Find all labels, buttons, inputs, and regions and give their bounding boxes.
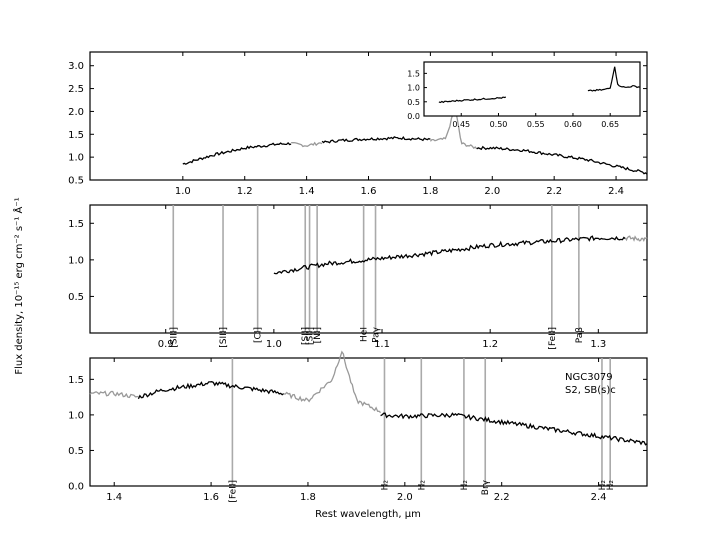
inset-y-tick-label: 1.5: [407, 69, 420, 78]
spectrum-series: [273, 235, 626, 275]
y-tick-label: 0.0: [68, 482, 84, 493]
emission-line-label: [NI]: [313, 327, 323, 343]
inset-plot: 0.45 0.50 0.55 0.60 0.65 0.0 0.5 1.0 1.5: [407, 61, 641, 129]
emission-line-label: [FeII]: [548, 327, 558, 350]
spectrum-series: [624, 235, 648, 243]
y-tick-label: 1.5: [68, 375, 84, 386]
x-tick-label: 1.0: [266, 339, 282, 350]
x-axis-label: Rest wavelength, μm: [315, 509, 421, 520]
x-tick-label: 2.4: [591, 492, 607, 503]
spectrum-series: [291, 141, 323, 148]
x-tick-label: 1.4: [106, 492, 122, 503]
emission-line-label: H₂: [598, 480, 608, 491]
spectrum-series: [137, 381, 285, 400]
y-tick-label: 2.5: [68, 84, 84, 95]
x-tick-label: 1.6: [203, 492, 219, 503]
x-tick-label: 1.3: [590, 339, 606, 350]
emission-line-label: [SIII]: [219, 327, 229, 348]
emission-line-label: Brγ: [481, 479, 491, 495]
plot-frame: [89, 204, 648, 334]
plot-frame: [89, 357, 648, 487]
y-tick-label: 0.5: [68, 176, 84, 187]
x-tick-label: 1.2: [482, 339, 498, 350]
inset-x-tick-label: 0.50: [490, 120, 508, 129]
panel-top: 1.0 1.2 1.4 1.6 1.8 2.0 2.2 2.4 0.5 1.0 1.5 2.0 2.5 3…: [68, 51, 648, 197]
spectrum-series: [283, 350, 382, 414]
emission-line-label: Paβ: [575, 327, 585, 344]
emission-line-label: [SII]: [306, 327, 316, 345]
emission-line-label: [CI]: [254, 327, 264, 343]
x-tick-label: 2.2: [546, 186, 562, 197]
y-tick-label: 1.0: [68, 410, 84, 421]
spectrum-series: [182, 141, 292, 165]
spectrum-series: [476, 145, 648, 175]
spectrum-series: [89, 390, 139, 399]
spectrum-series: [380, 412, 648, 446]
x-tick-label: 1.2: [237, 186, 253, 197]
x-tick-label: 1.0: [175, 186, 191, 197]
x-tick-label: 0.9: [158, 339, 174, 350]
inset-x-tick-label: 0.45: [452, 120, 470, 129]
y-tick-label: 0.5: [68, 292, 84, 303]
y-axis-label: Flux density, 10⁻¹⁵ erg cm⁻² s⁻¹ Å⁻¹: [12, 197, 25, 374]
inset-series: [438, 96, 507, 104]
emission-line-label: [SII]: [301, 327, 311, 345]
inset-x-tick-label: 0.55: [527, 120, 545, 129]
x-tick-label: 2.2: [494, 492, 510, 503]
inset-y-tick-label: 0.5: [407, 98, 420, 107]
x-tick-label: 1.6: [361, 186, 377, 197]
y-tick-label: 1.5: [68, 130, 84, 141]
x-tick-label: 2.4: [608, 186, 624, 197]
inset-series: [587, 66, 641, 92]
emission-line-label: [SIII]: [169, 327, 179, 348]
emission-line-label: HeI: [360, 327, 370, 342]
emission-line-label: H₂: [380, 480, 390, 491]
inset-x-tick-label: 0.65: [601, 120, 619, 129]
x-tick-label: 2.0: [484, 186, 500, 197]
y-tick-label: 3.0: [68, 61, 84, 72]
y-tick-label: 1.5: [68, 219, 84, 230]
emission-line-label: H₂: [606, 480, 616, 491]
x-tick-label: 1.8: [422, 186, 438, 197]
emission-line-label: H₂: [417, 480, 427, 491]
x-tick-label: 1.1: [374, 339, 390, 350]
x-tick-label: 2.0: [397, 492, 413, 503]
emission-line-label: Paγ: [372, 326, 382, 343]
y-tick-label: 2.0: [68, 107, 84, 118]
y-tick-label: 1.0: [68, 153, 84, 164]
y-tick-label: 1.0: [68, 255, 84, 266]
spectrum-series: [321, 135, 431, 144]
galaxy-type: S2, SB(s)c: [565, 385, 616, 396]
emission-line-label: H₂: [460, 480, 470, 491]
emission-line-label: [FeII]: [228, 480, 238, 503]
x-tick-label: 1.4: [299, 186, 315, 197]
panel-middle: [SIII] [SIII] [CI] [SII][SII][NI] HeI Paγ [FeI…: [68, 204, 648, 350]
y-tick-label: 0.5: [68, 446, 84, 457]
inset-y-tick-label: 0.0: [407, 112, 420, 121]
inset-y-tick-label: 1.0: [407, 84, 420, 93]
galaxy-name: NGC3079: [565, 372, 613, 383]
x-tick-label: 1.8: [300, 492, 316, 503]
inset-x-tick-label: 0.60: [564, 120, 582, 129]
